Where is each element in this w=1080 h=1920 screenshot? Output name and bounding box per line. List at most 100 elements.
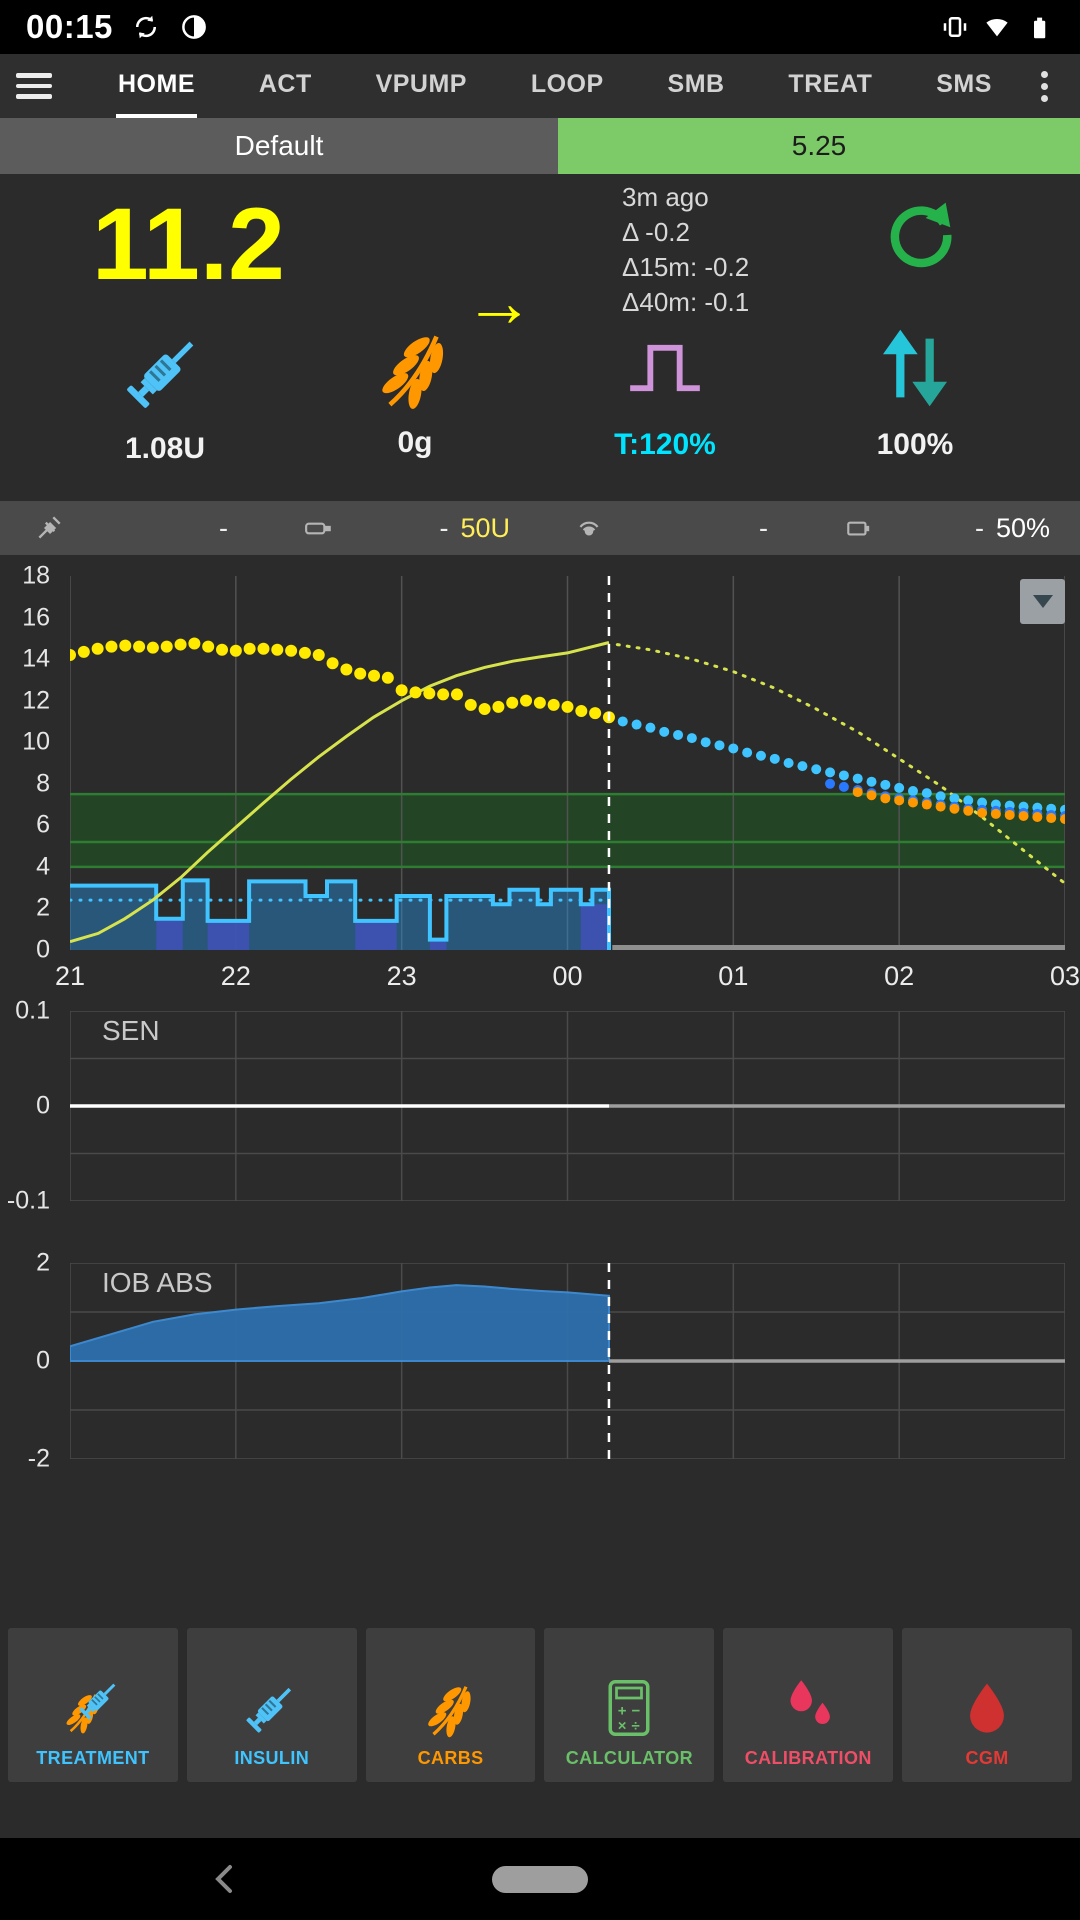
temp-target-badge[interactable]: 5.25 [558, 118, 1080, 174]
insulin-syringe-icon [119, 324, 211, 416]
treatment-button[interactable]: TREATMENT [8, 1628, 178, 1782]
tick-label: 16 [22, 603, 50, 632]
bg-delta15: Δ15m: -0.2 [622, 252, 750, 282]
iob-value: 1.08U [124, 432, 206, 465]
refresh-button[interactable] [884, 198, 958, 277]
cannula-icon [38, 516, 61, 539]
svg-text:÷: ÷ [632, 1718, 640, 1735]
profile-selector[interactable]: Default [0, 118, 558, 174]
tbr-value: T:120% [614, 428, 716, 461]
battery-icon [1034, 17, 1046, 39]
insulin-button[interactable]: INSULIN [186, 1628, 357, 1782]
sensor-age: - [759, 512, 768, 543]
insulin-icon [241, 1676, 303, 1738]
tick-label: 2 [36, 1248, 50, 1277]
calibration-label: CALIBRATION [744, 1748, 872, 1768]
carbs-wheat-icon [372, 324, 458, 410]
sen-chart-y-axis: 0.1 0 -0.1 [0, 997, 58, 1215]
cannula-status: - [0, 501, 270, 555]
cgm-icon [958, 1680, 1016, 1738]
bg-delta40: Δ40m: -0.1 [622, 287, 750, 317]
calculator-button[interactable]: + − × ÷ CALCULATOR [544, 1628, 715, 1782]
tick-label: 01 [718, 961, 749, 991]
overflow-menu-button[interactable] [1024, 54, 1064, 118]
bg-value[interactable]: 11.2 [92, 187, 285, 301]
tick-label: 21 [54, 961, 86, 991]
sync-icon [135, 15, 156, 39]
calibration-icon [790, 1680, 831, 1725]
cgm-button[interactable]: CGM [902, 1628, 1072, 1782]
tick-label: 14 [22, 644, 50, 673]
pump-battery-status: -50% [810, 501, 1080, 555]
charts-region: 18 16 14 12 10 8 6 4 2 0 21 22 23 00 01 02 03 SEN 0.1 0-… [0, 555, 1080, 1628]
tabs: HOME ACT VPUMP LOOP SMB TREAT SMS [80, 54, 1024, 118]
calculator-label: CALCULATOR [565, 1748, 694, 1768]
tick-label: -2 [27, 1444, 50, 1473]
tab-vpump[interactable]: VPUMP [375, 69, 467, 98]
back-button[interactable] [206, 1859, 246, 1899]
reservoir-level: 50U [460, 512, 510, 543]
chart-menu-button[interactable] [1020, 579, 1065, 624]
iob-chart[interactable] [70, 1263, 1065, 1459]
sen-chart-label: SEN [102, 1015, 160, 1046]
home-pill-button[interactable] [492, 1865, 588, 1893]
tab-sms[interactable]: SMS [936, 69, 992, 98]
tick-label: 6 [36, 810, 50, 839]
tick-label: 10 [22, 727, 50, 756]
bg-chart-x-axis: 21 22 23 00 01 02 03 [55, 957, 1080, 997]
back-chevron-icon [215, 1865, 232, 1893]
reservoir-icon [305, 522, 331, 535]
tick-label: 0 [36, 1091, 50, 1120]
tick-label: 18 [22, 561, 50, 590]
calibration-button[interactable]: CALIBRATION [723, 1628, 894, 1782]
vibrate-icon [943, 17, 967, 37]
tick-label: 03 [1049, 961, 1080, 991]
tick-label: 0.1 [15, 996, 50, 1025]
iob-chart-label: IOB ABS [102, 1267, 213, 1298]
metric-tbr: T:120% [540, 324, 790, 466]
tick-label: 8 [36, 769, 50, 798]
top-tab-bar: HOME ACT VPUMP LOOP SMB TREAT SMS [0, 54, 1080, 118]
metric-sensitivity: 100% [790, 324, 1040, 466]
bg-panel: 11.2 → 3m ago Δ -0.2 Δ15m: -0.2 Δ40m: -0… [0, 174, 1080, 501]
action-buttons-row: TREATMENT INSULIN CARBS + − × ÷ CALCULATOR [8, 1628, 1072, 1782]
wifi-icon [986, 19, 1008, 37]
refresh-icon [890, 202, 952, 268]
tick-label: 0 [36, 1346, 50, 1375]
calculator-icon: + − × ÷ [608, 1680, 650, 1736]
bg-delta: Δ -0.2 [622, 217, 690, 247]
tick-label: 2 [36, 893, 50, 922]
tab-home[interactable]: HOME [116, 54, 197, 118]
contrast-icon [182, 15, 206, 39]
carbs-button[interactable]: CARBS [365, 1628, 536, 1782]
tick-label: 02 [884, 961, 915, 991]
chevron-down-icon [1032, 595, 1053, 608]
pump-status-strip: - -50U - -50% [0, 501, 1080, 555]
tick-label: 22 [220, 961, 251, 991]
tab-loop[interactable]: LOOP [530, 69, 604, 98]
tick-label: 23 [386, 961, 417, 991]
cgm-label: CGM [965, 1748, 1009, 1768]
bg-ago: 3m ago [622, 182, 709, 212]
spacer [0, 1782, 1080, 1838]
tab-act[interactable]: ACT [258, 69, 312, 98]
status-bar-right-icons [940, 12, 1054, 42]
reservoir-age: - [439, 512, 449, 543]
menu-button[interactable] [16, 54, 80, 118]
insulin-label: INSULIN [234, 1748, 310, 1768]
tick-label: 12 [22, 686, 50, 715]
metric-cob: 0g [290, 324, 540, 466]
sensitivity-chart[interactable] [70, 1011, 1065, 1201]
cannula-age: - [219, 512, 228, 543]
cob-value: 0g [397, 426, 433, 459]
tab-smb[interactable]: SMB [667, 69, 725, 98]
treatment-label: TREATMENT [36, 1748, 150, 1768]
bg-chart[interactable] [70, 576, 1065, 950]
metric-iob: 1.08U [40, 324, 290, 466]
tick-label: -0.1 [6, 1186, 50, 1215]
reservoir-status: -50U [270, 501, 540, 555]
bg-delta-block: 3m ago Δ -0.2 Δ15m: -0.2 Δ40m: -0.1 [622, 180, 749, 320]
pump-battery-icon [847, 521, 870, 536]
tab-treat[interactable]: TREAT [788, 69, 873, 98]
